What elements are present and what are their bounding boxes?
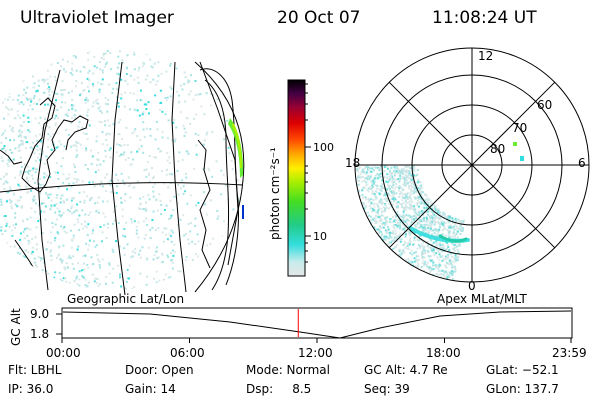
mlt-label-12: 12 — [478, 49, 493, 63]
mode-info: Mode: Normal — [246, 363, 330, 377]
dsp-info: Dsp: 8.5 — [246, 382, 312, 396]
mlt-label-18: 18 — [345, 156, 360, 170]
time-label: 11:08:24 UT — [432, 8, 537, 28]
time-tick-1200: 12:00 — [298, 346, 333, 360]
altitude-curve — [62, 310, 572, 339]
door-info: Door: Open — [125, 363, 194, 377]
colorbar-ticks — [305, 83, 311, 263]
sequence-info: Seq: 39 — [364, 382, 410, 396]
time-tick-0000: 00:00 — [46, 346, 81, 360]
altitude-y-top: 9.0 — [30, 307, 50, 321]
geographic-projection-label: Geographic Lat/Lon — [67, 292, 185, 306]
ip-info: IP: 36.0 — [8, 382, 54, 396]
lat-label-60: 60 — [537, 98, 552, 112]
colorbar-tick-100: 100 — [313, 141, 334, 154]
gain-info: Gain: 14 — [125, 382, 176, 396]
time-tick-0600: 06:00 — [170, 346, 205, 360]
altitude-ylabel: GC Alt — [9, 308, 23, 346]
colorbar — [287, 79, 306, 277]
polar-plot — [354, 47, 590, 283]
altitude-strip — [56, 307, 573, 343]
colorbar-unit-label: photon cm⁻²s⁻¹ — [268, 147, 282, 240]
mlt-label-6: 6 — [578, 156, 586, 170]
gc-altitude-info: GC Alt: 4.7 Re — [364, 363, 448, 377]
mlt-label-0: 0 — [468, 279, 476, 293]
geo-latitude-info: GLat: −52.1 — [486, 363, 559, 377]
lat-label-70: 70 — [512, 121, 527, 135]
altitude-y-bottom: 1.8 — [30, 327, 50, 341]
filter-info: Flt: LBHL — [8, 363, 62, 377]
apex-projection-label: Apex MLat/MLT — [437, 292, 527, 306]
date-label: 20 Oct 07 — [277, 8, 361, 28]
lat-label-80: 80 — [490, 142, 505, 156]
colorbar-tick-10: 10 — [313, 230, 327, 243]
time-tick-1800: 18:00 — [426, 346, 461, 360]
geo-longitude-info: GLon: 137.7 — [486, 382, 559, 396]
instrument-title: Ultraviolet Imager — [20, 8, 174, 28]
time-tick-2359: 23:59 — [552, 346, 587, 360]
geographic-image — [0, 50, 245, 296]
graticule-lines — [0, 61, 245, 296]
